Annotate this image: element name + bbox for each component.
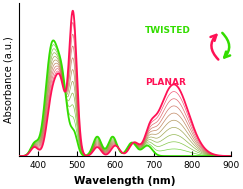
X-axis label: Wavelength (nm): Wavelength (nm) <box>74 176 176 186</box>
Text: PLANAR: PLANAR <box>145 78 186 87</box>
Text: TWISTED: TWISTED <box>145 26 191 36</box>
Y-axis label: Absorbance (a.u.): Absorbance (a.u.) <box>3 36 13 123</box>
